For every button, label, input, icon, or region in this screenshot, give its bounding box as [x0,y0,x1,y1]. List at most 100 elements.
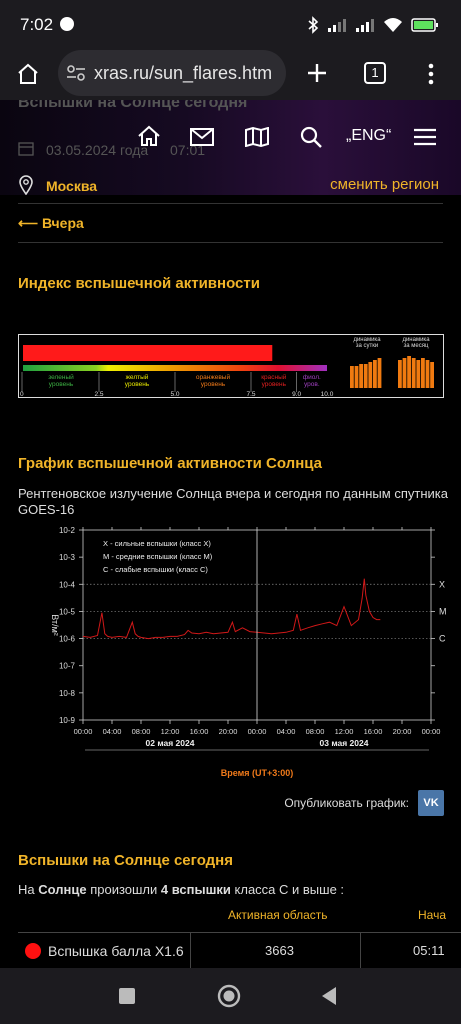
x-tick-label: 12:00 [161,727,180,736]
xray-flux-series [82,578,381,640]
more-menu-icon[interactable] [426,62,436,86]
dynamics-month-label: динамика за месяц [402,337,430,349]
scale-tick-label: 7.5 [246,391,255,398]
dynamics-day-bars [350,358,382,388]
site-home-icon[interactable] [137,125,161,147]
table-row[interactable]: Вспышка балла X1.6 3663 05:11 [18,932,461,968]
language-label: ENG [351,127,386,144]
x-axis-label: Время (UT+3:00) [221,768,294,778]
dynamics-day-label: динамика за сутки [353,337,381,349]
y-tick-label: 10-6 [59,635,76,644]
chart-section-title: График вспышечной активности Солнца [18,455,323,472]
dynamics-day-bar [368,362,373,388]
tab-count-button[interactable]: 1 [364,62,386,84]
flare-index-widget: зеленыйуровеньжелтыйуровеньоранжевыйуров… [18,334,444,398]
day-label: 02 мая 2024 [146,738,195,748]
y-tick-label: 10-8 [59,689,76,698]
level-label: красный [261,373,287,381]
level-label: зеленый [48,373,74,381]
dynamics-day-bar [354,366,359,388]
cell-divider [190,933,191,968]
faded-title: Вспышки на Солнце сегодня [18,100,248,111]
column-header-region: Активная область [228,908,328,922]
summary-sun: Солнце [38,882,87,897]
y-axis-ticks: 10-2 10-3 10-4 10-5 10-6 10-7 10-8 10-9 [59,526,435,725]
y-tick-label: 10-9 [59,716,76,725]
level-label: уровень [201,381,226,388]
back-icon[interactable] [320,986,338,1006]
y-tick-label: 10-4 [59,580,76,589]
header-date: 03.05.2024 года [46,142,149,158]
hamburger-menu-icon[interactable] [414,128,436,146]
flares-section-title: Вспышки на Солнце сегодня [18,852,233,869]
bluetooth-icon [308,16,319,34]
level-label: оранжевый [196,373,231,381]
header-banner: Вспышки на Солнце сегодня 03.05.2024 год… [0,100,461,195]
battery-icon [411,18,438,32]
summary-count: 4 вспышки [160,882,231,897]
scale-tick-label: 0 [20,391,24,398]
new-tab-icon[interactable] [306,62,328,84]
class-threshold-label: X [439,579,445,589]
y-tick-label: 10-5 [59,607,76,616]
dynamics-month-bar [425,360,430,388]
page-content: Вспышки на Солнце сегодня 03.05.2024 год… [0,100,461,968]
dynamics-month-bar [416,360,421,388]
x-tick-label: 12:00 [335,727,354,736]
language-switch[interactable]: „ENG“ [346,127,392,144]
legend-entry: M - средние вспышки (класс M) [103,552,213,561]
header-time: 07:01 [170,142,206,158]
x-tick-label: 20:00 [219,727,238,736]
browser-toolbar: xras.ru/sun_flares.htm 1 [0,50,461,100]
yesterday-label: Вчера [41,215,84,231]
home-icon[interactable] [16,62,40,86]
dynamics-day-bar [377,358,382,388]
location-pin-icon [19,175,33,195]
signal-icon-2 [356,19,374,32]
y-tick-label: 10-3 [59,553,76,562]
recent-apps-icon[interactable] [119,988,135,1004]
chart-legend: X - сильные вспышки (класс X) M - средние… [103,539,213,574]
level-label: желтый [126,373,149,381]
scale-tick-label: 10.0 [321,391,334,398]
divider [18,203,443,204]
summary-part: На [18,882,39,897]
class-threshold-label: M [439,606,447,616]
dynamics-month-bar [402,358,407,388]
mail-icon[interactable] [190,128,214,146]
address-bar[interactable]: xras.ru/sun_flares.htm [58,50,286,96]
x-tick-label: 00:00 [74,727,93,736]
chart-background [40,520,450,790]
location-city: Москва [46,178,98,194]
x-tick-label: 04:00 [103,727,122,736]
y-tick-label: 10-2 [59,526,76,535]
notification-dot-icon [60,17,74,31]
level-scale: 0 2.5 5.0 7.5 9.0 10.0 [20,391,334,398]
wifi-icon [384,18,402,32]
goes-xray-chart: 10-2 10-3 10-4 10-5 10-6 10-7 10-8 10-9 00:00 04… [40,520,450,790]
url-text: xras.ru/sun_flares.htm [94,63,273,83]
vk-share-button[interactable]: VK [418,790,444,816]
scale-tick-label: 9.0 [292,391,301,398]
dynamics-month-bar [407,356,411,388]
dynamics-day-bar [359,364,363,388]
dynamics-month-bar [398,360,402,388]
x-tick-label: 08:00 [306,727,325,736]
cell-divider [360,933,361,968]
site-settings-icon[interactable] [66,64,86,82]
dynamics-day-bar [373,360,377,388]
change-region-link[interactable]: сменить регион [330,176,439,193]
system-navigation-bar [0,968,461,1024]
status-time: 7:02 [20,15,54,34]
day-labels: 02 мая 2024 03 мая 2024 [85,738,429,751]
yesterday-link[interactable]: ⟵ Вчера [18,215,84,231]
x-tick-label: 08:00 [132,727,151,736]
legend-entry: C - слабые вспышки (класс C) [103,565,208,574]
level-label: фиол. [303,374,321,381]
map-icon[interactable] [245,127,269,147]
dynamics-day-bar [363,364,368,388]
home-button-icon[interactable] [217,984,241,1008]
search-icon[interactable] [300,126,322,148]
summary-part: произошли [86,882,161,897]
level-label: уров. [304,381,320,388]
